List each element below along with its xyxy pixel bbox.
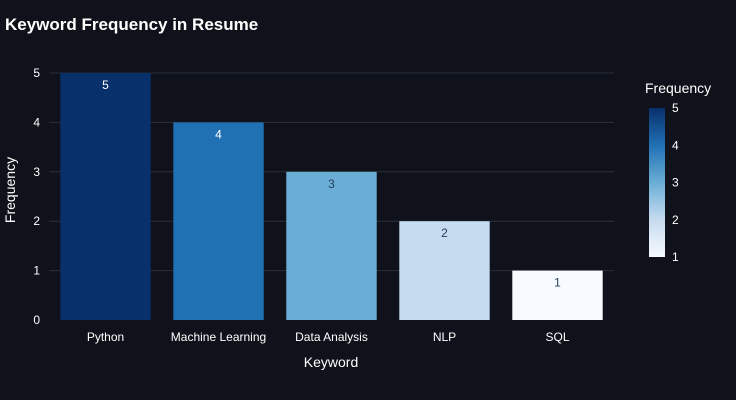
x-axis-ticks: Python Machine Learning Data Analysis NLP SQ… [87,330,570,344]
colorbar-ticks: 1 2 3 4 5 [672,101,679,264]
y-tick-label: 2 [33,214,40,228]
y-tick-label: 3 [33,165,40,179]
bar-sql [512,270,603,320]
bar-value-label: 1 [554,276,561,290]
chart-title: Keyword Frequency in Resume [5,15,258,34]
y-tick-label: 5 [33,66,40,80]
y-tick-label: 4 [33,115,40,129]
y-axis-ticks: 0 1 2 3 4 5 [33,66,40,327]
bars: 5 4 3 2 1 [60,73,603,321]
bar-value-label: 5 [102,78,109,92]
colorbar-tick-label: 4 [672,138,679,152]
colorbar-tick-label: 2 [672,213,679,227]
x-axis-title: Keyword [304,354,358,370]
bar-value-label: 2 [441,226,448,240]
colorbar-title: Frequency [645,80,711,96]
bar-data-analysis [286,171,377,320]
bar-machine-learning [173,122,264,321]
x-tick-label: Machine Learning [171,330,266,344]
bar-value-label: 4 [215,127,222,141]
colorbar-tick-label: 5 [672,101,679,115]
colorbar: Frequency 1 2 3 4 5 [645,80,711,264]
x-tick-label: Data Analysis [295,330,368,344]
y-tick-label: 1 [33,264,40,278]
colorbar-tick-label: 3 [672,176,679,190]
y-axis-title: Frequency [2,157,18,223]
x-tick-label: SQL [545,330,569,344]
bar-python [60,73,151,320]
x-tick-label: Python [87,330,124,344]
colorbar-gradient [649,108,665,257]
x-tick-label: NLP [433,330,456,344]
colorbar-tick-label: 1 [672,250,679,264]
bar-nlp [399,221,490,320]
y-tick-label: 0 [33,313,40,327]
bar-value-label: 3 [328,177,335,191]
